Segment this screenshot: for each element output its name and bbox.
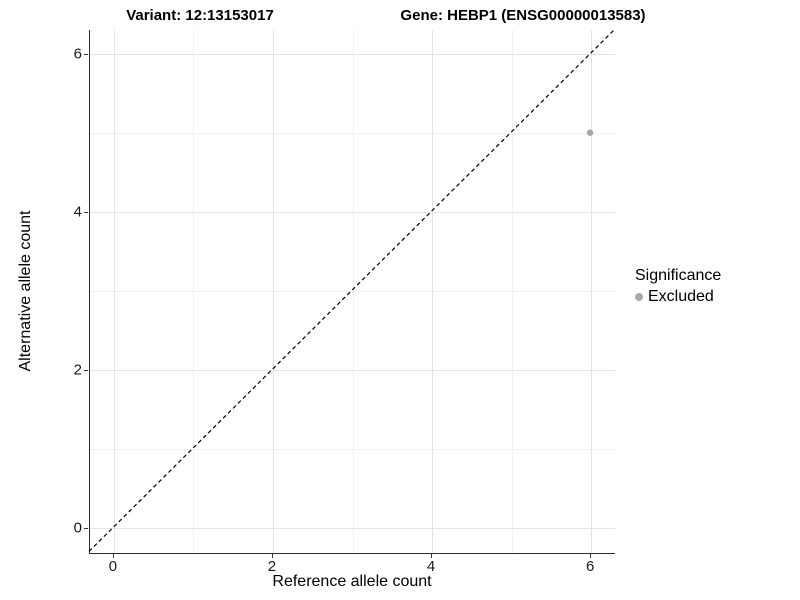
y-tick-mark bbox=[84, 527, 88, 529]
x-tick-mark bbox=[112, 554, 114, 558]
major-gridline-x bbox=[113, 30, 115, 553]
y-tick-label: 2 bbox=[73, 361, 82, 379]
y-tick-mark bbox=[84, 53, 88, 55]
y-tick-mark bbox=[84, 211, 88, 213]
major-gridline-y bbox=[90, 53, 615, 55]
x-tick-label: 6 bbox=[585, 558, 595, 575]
minor-gridline-y bbox=[90, 290, 615, 292]
y-axis-title: Alternative allele count bbox=[17, 210, 34, 372]
major-gridline-x bbox=[272, 30, 274, 553]
minor-gridline-y bbox=[90, 448, 615, 450]
major-gridline-y bbox=[90, 369, 615, 371]
x-tick-label: 2 bbox=[267, 558, 277, 575]
legend-item-label: Excluded bbox=[648, 288, 714, 305]
gene-title: Gene: HEBP1 (ENSG00000013583) bbox=[400, 7, 646, 24]
variant-title: Variant: 12:13153017 bbox=[126, 7, 274, 24]
x-tick-label: 4 bbox=[426, 558, 436, 575]
y-tick-label: 4 bbox=[73, 203, 82, 221]
x-tick-mark bbox=[271, 554, 273, 558]
legend: Significance Excluded bbox=[635, 267, 721, 306]
major-gridline-y bbox=[90, 211, 615, 213]
plot-panel bbox=[89, 30, 615, 554]
legend-title: Significance bbox=[635, 267, 722, 284]
x-tick-mark bbox=[590, 554, 592, 558]
y-tick-mark bbox=[84, 369, 88, 371]
x-axis-title: Reference allele count bbox=[272, 573, 432, 590]
y-tick-label: 6 bbox=[73, 45, 82, 63]
major-gridline-y bbox=[90, 527, 615, 529]
legend-point-icon bbox=[635, 293, 643, 301]
major-gridline-x bbox=[591, 30, 593, 553]
major-gridline-x bbox=[432, 30, 434, 553]
minor-gridline-y bbox=[90, 132, 615, 134]
x-tick-label: 0 bbox=[108, 558, 118, 575]
x-tick-mark bbox=[431, 554, 433, 558]
y-tick-label: 0 bbox=[73, 519, 82, 537]
legend-item-excluded: Excluded bbox=[635, 288, 721, 306]
